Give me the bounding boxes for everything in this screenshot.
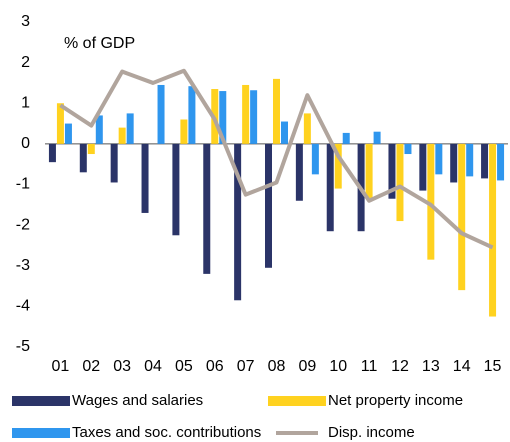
y-tick-label: 3 [21,13,30,30]
y-tick-label: 1 [21,94,30,111]
bar [188,86,196,144]
bar [450,143,458,183]
bar [273,78,280,144]
bar [234,143,242,301]
bar [388,143,396,199]
y-tick-label: 0 [21,135,30,152]
bar [242,84,250,144]
x-tick-label: 10 [329,358,347,375]
bar [126,113,134,144]
x-tick-label: 11 [361,358,378,375]
bar [157,84,165,144]
bar [396,143,404,222]
bar [326,143,334,232]
bar [311,143,319,175]
bar [342,132,350,144]
x-tick-label: 02 [82,358,100,375]
x-tick-label: 09 [298,358,316,375]
bar [118,127,126,144]
bar [48,143,56,163]
bar [365,143,373,199]
bar [404,143,412,155]
bar [466,143,474,177]
bar [250,90,258,144]
bar [95,115,103,144]
y-tick-label: 2 [21,54,30,71]
x-tick-label: 05 [175,358,193,375]
legend-swatch [12,396,70,406]
y-tick-label: -1 [16,176,30,193]
legend-label: Disp. income [328,424,415,441]
bar [141,143,149,213]
bar [203,143,211,274]
bar [79,143,87,173]
bar [219,91,227,144]
bar [303,113,311,144]
bar [281,121,288,144]
x-tick-label: 12 [391,358,409,375]
bar [265,143,272,268]
x-tick-label: 01 [52,358,70,375]
x-tick-label: 03 [113,358,131,375]
bar [419,143,427,191]
bar [56,103,64,144]
bar [180,119,188,144]
x-tick-label: 14 [453,358,471,375]
bar [435,143,443,175]
x-tick-label: 15 [484,358,502,375]
x-tick-label: 13 [422,358,440,375]
bar [427,143,435,260]
bar [295,143,303,201]
bar [64,123,72,144]
legend-label: Net property income [328,392,463,409]
bar [334,143,342,189]
bar [373,131,381,144]
legend-label: Wages and salaries [72,392,203,409]
legend-swatch [268,396,326,406]
annotation: % of GDP [64,35,135,52]
line [59,68,494,250]
y-tick-label: -2 [16,216,30,233]
y-tick-label: -3 [16,257,30,274]
y-tick-label: -5 [16,338,30,355]
bar [110,143,118,183]
legend-swatch [12,428,70,438]
bar [172,143,180,236]
x-tick-label: 08 [268,358,286,375]
x-tick-label: 04 [144,358,162,375]
y-tick-label: -4 [16,298,30,315]
bar [481,143,489,179]
bar [497,143,505,181]
bar [87,143,95,155]
x-tick-label: 06 [206,358,224,375]
bar [458,143,466,291]
bar [489,143,497,317]
legend-label: Taxes and soc. contributions [72,424,261,441]
x-tick-label: 07 [237,358,255,375]
